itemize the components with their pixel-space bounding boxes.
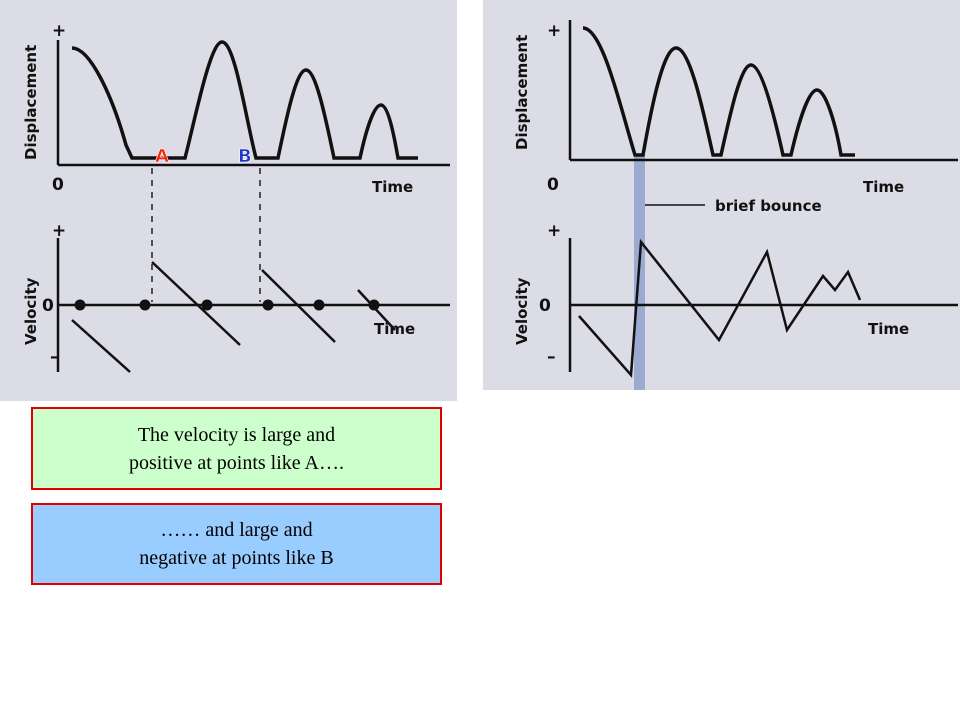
velocity-minus-label: – bbox=[50, 347, 59, 367]
background-text bbox=[0, 0, 457, 401]
right-velocity-zero-label: 0 bbox=[539, 296, 551, 316]
caption-a-line2: positive at points like A…. bbox=[129, 451, 344, 474]
velocity-dots bbox=[74, 299, 380, 311]
right-displacement-axis-title: Displacement bbox=[513, 35, 531, 150]
left-diagram: + 0 Time Displacement A B + 0 – Time Vel… bbox=[0, 0, 457, 401]
point-b-label: B bbox=[238, 146, 252, 167]
right-velocity-minus-label: – bbox=[547, 347, 556, 367]
point-a-label: A bbox=[155, 146, 169, 167]
caption-negative-velocity: …… and large and negative at points like… bbox=[31, 503, 442, 585]
caption-b-line2: negative at points like B bbox=[139, 547, 334, 569]
velocity-zero-label: 0 bbox=[42, 296, 54, 316]
right-displacement-curve bbox=[582, 26, 855, 157]
right-velocity-axis-title: Velocity bbox=[513, 277, 531, 345]
displacement-time-label: Time bbox=[372, 178, 413, 196]
right-velocity-time-label: Time bbox=[868, 320, 909, 338]
right-displacement-plus-label: + bbox=[547, 21, 561, 41]
right-displacement-origin-label: 0 bbox=[547, 175, 559, 195]
caption-positive-velocity: The velocity is large and positive at po… bbox=[31, 407, 442, 490]
velocity-axis-title: Velocity bbox=[22, 277, 40, 345]
caption-b-line1: …… and large and bbox=[160, 519, 313, 541]
displacement-plus-label: + bbox=[52, 21, 66, 41]
right-velocity-sawtooth bbox=[578, 238, 862, 379]
right-displacement-time-label: Time bbox=[863, 178, 904, 196]
right-diagram: + 0 Time Displacement brief bounce + 0 –… bbox=[513, 20, 958, 390]
displacement-origin-label: 0 bbox=[52, 175, 64, 195]
displacement-curve bbox=[71, 40, 418, 160]
displacement-axis-title: Displacement bbox=[22, 45, 40, 160]
right-diagram-panel: + 0 Time Displacement brief bounce + 0 –… bbox=[483, 0, 960, 390]
velocity-segments bbox=[71, 261, 396, 373]
brief-bounce-annotation: brief bounce bbox=[715, 197, 822, 215]
caption-a-line1: The velocity is large and bbox=[137, 423, 336, 446]
right-velocity-plus-label: + bbox=[547, 221, 561, 241]
left-diagram-panel: + 0 Time Displacement A B + 0 – Time Vel… bbox=[0, 0, 457, 401]
velocity-plus-label: + bbox=[52, 221, 66, 241]
